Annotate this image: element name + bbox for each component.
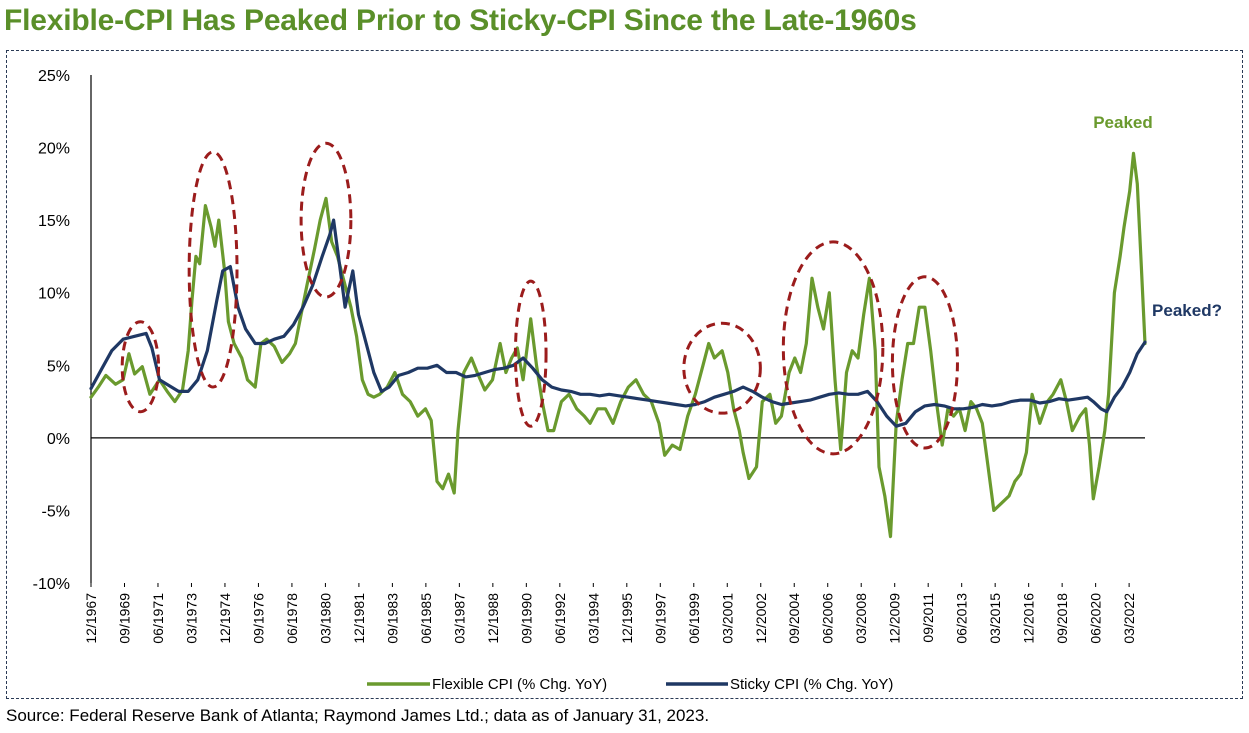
x-tick-label: 12/1981: [351, 593, 367, 644]
y-tick-label: -5%: [42, 503, 70, 520]
x-tick-label: 06/1992: [552, 593, 568, 644]
x-tick-label: 06/2020: [1088, 593, 1104, 644]
x-tick-label: 12/1995: [619, 593, 635, 644]
x-tick-label: 03/1994: [585, 593, 601, 644]
x-tick-label: 09/2011: [920, 593, 936, 643]
x-tick-label: 12/2009: [887, 593, 903, 644]
peak-circle: [120, 320, 161, 414]
x-tick-label: 09/2018: [1054, 593, 1070, 644]
x-tick-label: 03/1987: [451, 593, 467, 644]
x-tick-label: 03/1980: [317, 593, 333, 644]
chart-frame: [6, 50, 1243, 699]
x-tick-label: 03/2015: [987, 593, 1003, 644]
legend-label-flexible: Flexible CPI (% Chg. YoY): [432, 676, 607, 693]
y-tick-label: -10%: [33, 576, 70, 593]
x-tick-label: 09/1983: [384, 593, 400, 644]
axes: [90, 75, 1145, 583]
x-tick-label: 09/1997: [652, 593, 668, 644]
x-tick-label: 03/2001: [719, 593, 735, 644]
peak-circle: [299, 141, 353, 299]
x-tick-label: 03/2008: [853, 593, 869, 644]
y-tick-label: 5%: [47, 358, 70, 375]
x-tick-label: 09/1969: [116, 593, 132, 644]
x-axis-ticks: 12/1967 09/1969 06/1971 03/1973 12/1974 09/19…: [83, 583, 1137, 644]
legend-label-sticky: Sticky CPI (% Chg. YoY): [730, 676, 893, 693]
legend: Flexible CPI (% Chg. YoY) Sticky CPI (% C…: [367, 676, 893, 693]
x-tick-label: 12/2016: [1021, 593, 1037, 644]
y-tick-label: 10%: [38, 286, 70, 303]
x-tick-label: 03/2022: [1121, 593, 1137, 644]
x-tick-label: 09/1976: [250, 593, 266, 644]
peak-circles: [120, 141, 959, 456]
x-tick-label: 12/1974: [217, 593, 233, 644]
annotation-peaked: Peaked: [1093, 113, 1153, 132]
annotations: Peaked Peaked?: [1093, 113, 1222, 320]
source-note: Source: Federal Reserve Bank of Atlanta;…: [6, 706, 710, 725]
x-tick-label: 03/1973: [183, 593, 199, 644]
flexible-cpi-line: [89, 151, 1147, 539]
peak-circle: [781, 240, 885, 456]
y-tick-label: 25%: [38, 68, 70, 85]
x-tick-label: 06/1978: [284, 593, 300, 644]
x-tick-label: 12/1967: [83, 593, 99, 644]
peak-circle: [682, 321, 762, 415]
x-tick-label: 06/2013: [954, 593, 970, 644]
sticky-cpi-line: [89, 218, 1147, 428]
y-tick-label: 15%: [38, 213, 70, 230]
x-tick-label: 06/2006: [820, 593, 836, 644]
series-lines: [89, 151, 1147, 539]
x-tick-label: 12/2002: [753, 593, 769, 644]
x-tick-label: 06/1999: [686, 593, 702, 644]
x-tick-label: 09/2004: [786, 593, 802, 644]
x-tick-label: 09/1990: [518, 593, 534, 644]
peak-circle: [890, 275, 959, 450]
y-tick-label: 20%: [38, 141, 70, 158]
peak-circle: [187, 150, 239, 389]
x-tick-label: 12/1988: [485, 593, 501, 644]
x-tick-label: 06/1971: [150, 593, 166, 644]
y-axis-ticks: 25% 20% 15% 10% 5% 0% -5% -10%: [33, 68, 70, 593]
y-tick-label: 0%: [47, 431, 70, 448]
annotation-peaked-question: Peaked?: [1152, 301, 1222, 320]
peak-circle: [513, 279, 548, 428]
x-tick-label: 06/1985: [418, 593, 434, 644]
chart-title: Flexible-CPI Has Peaked Prior to Sticky-…: [4, 4, 917, 37]
